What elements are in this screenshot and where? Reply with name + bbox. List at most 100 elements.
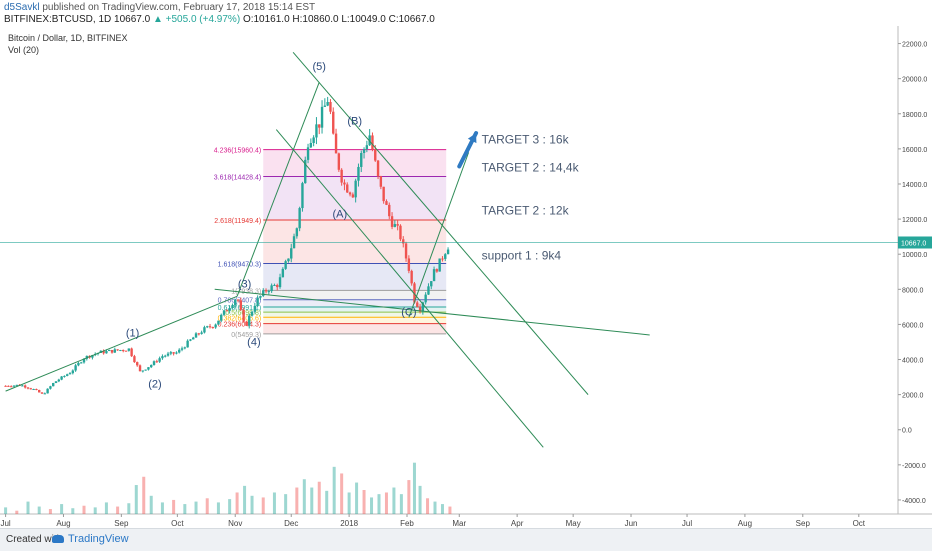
candle-body: [402, 239, 405, 244]
fib-band: [263, 323, 447, 334]
month-tick-label: Sep: [796, 519, 811, 528]
candle-body: [155, 361, 159, 363]
candle-body: [379, 176, 383, 187]
candle-body: [245, 321, 248, 326]
volume-bar: [412, 462, 416, 514]
volume-bar: [134, 485, 138, 514]
candle-body: [197, 333, 201, 335]
candle-body: [416, 302, 419, 307]
volume-bar: [384, 492, 388, 514]
candle-body: [35, 389, 38, 391]
candle-body: [435, 269, 439, 272]
candle-body: [374, 149, 377, 161]
trend-line: [408, 152, 470, 318]
candle-body: [278, 277, 282, 288]
price-change: +505.0 (+4.97%): [165, 14, 241, 25]
month-tick-label: Aug: [56, 519, 70, 528]
candle-body: [66, 374, 69, 376]
fib-band: [263, 149, 447, 177]
wave-label: (4): [247, 336, 260, 348]
candle-body: [113, 349, 117, 353]
candle-body: [186, 340, 189, 348]
price-tick-label: 12000.0: [902, 217, 927, 224]
volume-bar: [194, 501, 198, 514]
brand-label: TradingView: [68, 533, 129, 545]
candle-body: [133, 356, 136, 363]
price-tick-label: 8000.0: [902, 287, 924, 294]
candle-body: [225, 310, 229, 312]
fib-level-label: 0.382(6406.6): [218, 315, 262, 322]
volume-bar: [116, 506, 120, 514]
fib-band: [263, 299, 447, 308]
candle-body: [214, 324, 217, 328]
price-chart[interactable]: Bitcoin / Dollar, 1D, BITFINEX Vol (20) 22…: [0, 26, 932, 528]
candle-body: [343, 182, 346, 185]
candle-body: [284, 261, 287, 269]
volume-bar: [399, 494, 403, 514]
candle-body: [304, 159, 307, 184]
candle-body: [166, 353, 170, 356]
wave-label: (5): [313, 61, 326, 73]
up-arrow-icon: ▲: [152, 14, 163, 25]
volume-bar: [377, 494, 381, 514]
candle-body: [444, 254, 447, 259]
volume-bar: [426, 498, 430, 514]
candle-body: [116, 349, 119, 351]
volume-bar: [340, 473, 344, 514]
candle-body: [169, 352, 173, 354]
last-price-label: 10667.0: [901, 240, 926, 247]
tradingview-brand[interactable]: TradingView: [52, 533, 129, 545]
candle-body: [264, 290, 268, 292]
publish-info: d5Savkl published on TradingView.com, Fe…: [4, 2, 315, 13]
month-tick-label: 2018: [340, 519, 358, 528]
month-tick-label: Mar: [452, 519, 466, 528]
fib-band: [263, 290, 447, 300]
candle-body: [315, 124, 318, 138]
candle-body: [371, 135, 374, 150]
candle-body: [178, 349, 181, 353]
month-tick-label: Jul: [682, 519, 692, 528]
volume-bar: [172, 499, 176, 514]
candle-body: [399, 225, 402, 240]
candle-body: [26, 387, 30, 389]
candle-body: [46, 388, 49, 394]
price-tick-label: 18000.0: [902, 112, 927, 119]
volume-bar: [127, 503, 131, 514]
candle-body: [332, 111, 335, 134]
plot-area: [0, 26, 898, 514]
candle-body: [385, 201, 388, 205]
author-link[interactable]: d5Savkl: [4, 2, 40, 13]
volume-legend: Vol (20): [8, 45, 39, 55]
candle-body: [71, 370, 75, 374]
target-label: TARGET 2 : 14,4k: [482, 161, 580, 175]
volume-bar: [272, 492, 276, 514]
candle-body: [418, 306, 422, 312]
candle-body: [4, 385, 7, 387]
volume-bar: [48, 509, 52, 514]
candle-body: [368, 135, 371, 146]
month-tick-label: Oct: [853, 519, 866, 528]
candle-body: [189, 339, 192, 341]
volume-bar: [183, 504, 187, 514]
candle-body: [295, 228, 299, 237]
candle-body: [144, 369, 147, 371]
volume-bar: [261, 497, 265, 514]
candle-body: [152, 361, 156, 365]
volume-bar: [310, 487, 314, 514]
fib-band: [263, 263, 447, 291]
volume-bar: [407, 480, 411, 514]
candle-body: [60, 376, 63, 380]
candle-body: [127, 348, 131, 351]
candle-body: [54, 381, 58, 384]
wave-label: (A): [332, 208, 347, 220]
candle-body: [376, 160, 380, 177]
volume-bar: [142, 476, 146, 514]
candle-body: [239, 300, 243, 310]
fib-level-label: 0.786(7407.8): [218, 298, 262, 305]
candle-body: [388, 204, 391, 217]
candle-body: [281, 268, 285, 278]
month-tick-label: Nov: [228, 519, 242, 528]
candle-body: [365, 145, 369, 150]
candle-body: [102, 350, 105, 354]
month-tick-label: Feb: [400, 519, 414, 528]
